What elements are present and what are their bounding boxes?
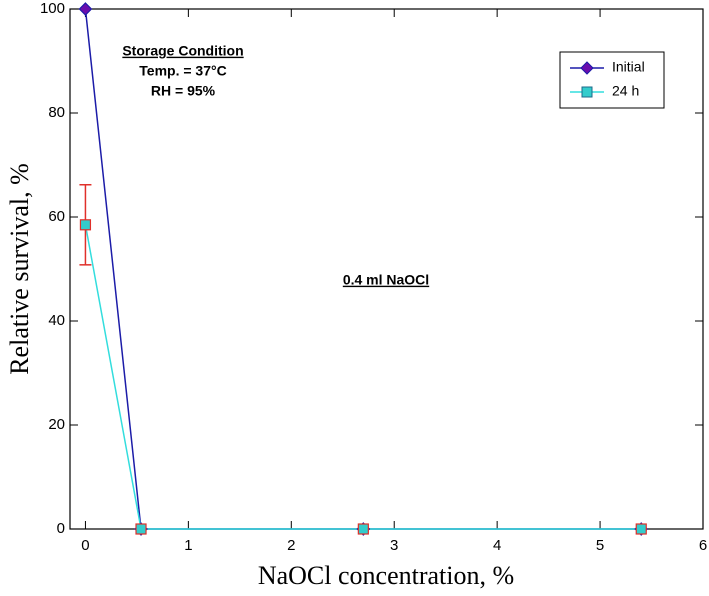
y-tick-label: 80	[48, 104, 65, 121]
y-tick-label: 20	[48, 416, 65, 433]
annotation: RH = 95%	[151, 83, 216, 99]
marker	[135, 523, 147, 535]
y-tick-label: 40	[48, 312, 65, 329]
x-axis-title: NaOCl concentration, %	[258, 561, 514, 590]
annotation: 0.4 ml NaOCl	[343, 272, 429, 288]
y-tick-label: 0	[57, 520, 65, 537]
marker	[357, 523, 369, 535]
series-line	[84, 224, 642, 530]
legend-marker	[581, 86, 593, 98]
x-tick-label: 4	[493, 537, 501, 554]
x-tick-label: 1	[184, 537, 192, 554]
marker	[635, 523, 647, 535]
y-tick-label: 60	[48, 208, 65, 225]
x-tick-label: 2	[287, 537, 295, 554]
annotation: Storage Condition	[122, 43, 243, 59]
x-tick-label: 5	[596, 537, 604, 554]
x-tick-label: 0	[81, 537, 89, 554]
y-axis-title: Relative survival, %	[5, 163, 34, 375]
marker	[79, 219, 92, 231]
legend-label: 24 h	[612, 83, 639, 99]
marker	[78, 2, 93, 16]
legend-marker	[580, 61, 594, 75]
x-tick-label: 3	[390, 537, 398, 554]
x-tick-label: 6	[699, 537, 707, 554]
y-tick-label: 100	[40, 0, 65, 17]
legend-box	[559, 51, 665, 109]
legend-label: Initial	[612, 59, 645, 75]
annotation: Temp. = 37°C	[139, 63, 226, 79]
